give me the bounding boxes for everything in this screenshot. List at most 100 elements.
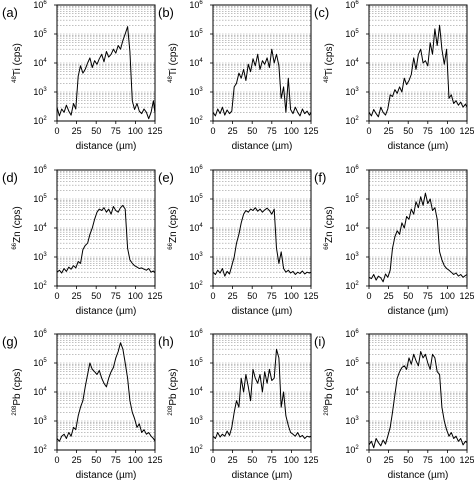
y-tick-exponent: 6 bbox=[43, 165, 47, 171]
series-line bbox=[368, 24, 468, 118]
y-tick-base: 10 bbox=[345, 116, 355, 126]
y-tick-exponent: 6 bbox=[43, 0, 47, 6]
x-tick-label: 25 bbox=[72, 126, 82, 136]
y-tick-base: 10 bbox=[189, 165, 199, 175]
series-line bbox=[56, 26, 156, 120]
x-axis-title: distance (µm) bbox=[232, 306, 293, 317]
y-tick-label: 106 bbox=[345, 329, 359, 339]
y-tick-label: 105 bbox=[345, 194, 359, 204]
y-axis-element: Zn bbox=[324, 231, 335, 243]
y-tick-base: 10 bbox=[345, 29, 355, 39]
x-tick-label: 0 bbox=[210, 126, 215, 136]
y-tick-base: 10 bbox=[189, 223, 199, 233]
y-tick-base: 10 bbox=[33, 387, 43, 397]
x-tick-label: 50 bbox=[247, 126, 257, 136]
y-tick-exponent: 4 bbox=[355, 387, 359, 393]
panel-letter: (a) bbox=[2, 5, 18, 20]
y-tick-label: 106 bbox=[33, 329, 47, 339]
y-tick-label: 104 bbox=[189, 223, 203, 233]
y-axis-element: Pb bbox=[12, 393, 23, 406]
chart-panel-6: 0 25 50 75 100 125102103104105106(f)distance … bbox=[314, 165, 474, 317]
chart-panel-7: 0 25 50 75 100 125102103104105106(g)distance … bbox=[2, 329, 163, 481]
y-tick-base: 10 bbox=[33, 223, 43, 233]
y-axis-title: 66Zn (cps) bbox=[168, 206, 179, 249]
x-tick-label: 100 bbox=[440, 126, 455, 136]
series-line bbox=[212, 207, 312, 277]
y-axis-mass-number: 66 bbox=[324, 242, 330, 249]
y-tick-label: 103 bbox=[345, 87, 359, 97]
x-tick-label: 50 bbox=[403, 291, 413, 301]
x-tick-label: 100 bbox=[284, 291, 299, 301]
x-tick-label: 100 bbox=[128, 291, 143, 301]
x-tick-label: 100 bbox=[128, 455, 143, 465]
y-tick-base: 10 bbox=[33, 194, 43, 204]
y-tick-label: 105 bbox=[33, 358, 47, 368]
y-axis-title: 48Ti (cps) bbox=[12, 43, 23, 83]
x-axis-title: distance (µm) bbox=[388, 141, 449, 152]
y-tick-exponent: 6 bbox=[199, 0, 203, 6]
x-tick-label: 50 bbox=[403, 126, 413, 136]
y-axis-unit: (cps) bbox=[12, 206, 23, 231]
x-tick-label: 75 bbox=[111, 126, 121, 136]
y-tick-label: 102 bbox=[345, 445, 359, 455]
y-tick-label: 104 bbox=[33, 223, 47, 233]
x-tick-label: 75 bbox=[111, 455, 121, 465]
y-axis-title: 66Zn (cps) bbox=[12, 206, 23, 249]
y-tick-base: 10 bbox=[345, 0, 355, 10]
x-tick-label: 25 bbox=[228, 126, 238, 136]
chart-panel-5: 0 25 50 75 100 125102103104105106(e)distance … bbox=[158, 165, 319, 317]
y-axis-mass-number: 208 bbox=[324, 405, 330, 416]
y-tick-exponent: 5 bbox=[355, 358, 359, 364]
y-tick-base: 10 bbox=[345, 223, 355, 233]
y-tick-base: 10 bbox=[33, 29, 43, 39]
x-tick-label: 50 bbox=[91, 291, 101, 301]
y-tick-base: 10 bbox=[189, 0, 199, 10]
y-axis-unit: (cps) bbox=[324, 43, 335, 68]
x-tick-label: 25 bbox=[228, 455, 238, 465]
x-axis-title: distance (µm) bbox=[232, 470, 293, 481]
x-tick-label: 125 bbox=[147, 126, 162, 136]
y-tick-label: 103 bbox=[33, 252, 47, 262]
y-axis-element: Ti bbox=[12, 68, 23, 76]
y-tick-base: 10 bbox=[345, 445, 355, 455]
y-tick-exponent: 6 bbox=[199, 165, 203, 171]
y-tick-label: 102 bbox=[33, 281, 47, 291]
x-axis-title: distance (µm) bbox=[76, 306, 137, 317]
y-tick-exponent: 4 bbox=[355, 223, 359, 229]
x-tick-label: 125 bbox=[303, 455, 318, 465]
y-tick-exponent: 2 bbox=[355, 445, 359, 451]
y-tick-exponent: 5 bbox=[355, 194, 359, 200]
series-line bbox=[212, 48, 312, 117]
y-axis-element: Zn bbox=[12, 231, 23, 243]
y-tick-base: 10 bbox=[33, 416, 43, 426]
x-tick-label: 75 bbox=[267, 126, 277, 136]
y-tick-label: 104 bbox=[33, 387, 47, 397]
y-tick-exponent: 5 bbox=[355, 29, 359, 35]
y-tick-label: 105 bbox=[189, 194, 203, 204]
y-tick-label: 102 bbox=[33, 116, 47, 126]
x-tick-label: 50 bbox=[91, 126, 101, 136]
y-tick-base: 10 bbox=[345, 387, 355, 397]
y-axis-title: 208Pb (cps) bbox=[324, 368, 335, 415]
y-tick-label: 104 bbox=[189, 387, 203, 397]
y-tick-label: 102 bbox=[189, 445, 203, 455]
y-tick-label: 103 bbox=[345, 252, 359, 262]
y-tick-base: 10 bbox=[189, 252, 199, 262]
y-axis-unit: (cps) bbox=[168, 368, 179, 393]
y-tick-label: 106 bbox=[189, 0, 203, 10]
x-tick-label: 75 bbox=[111, 291, 121, 301]
y-tick-base: 10 bbox=[33, 329, 43, 339]
x-tick-label: 25 bbox=[384, 291, 394, 301]
y-tick-exponent: 4 bbox=[199, 58, 203, 64]
y-tick-exponent: 4 bbox=[355, 58, 359, 64]
chart-panel-1: 0 25 50 75 100 125102103104105106(a)distance … bbox=[2, 0, 163, 152]
panel-letter: (h) bbox=[158, 334, 174, 349]
y-tick-exponent: 6 bbox=[199, 329, 203, 335]
y-tick-base: 10 bbox=[33, 116, 43, 126]
y-axis-mass-number: 66 bbox=[12, 242, 18, 249]
y-tick-exponent: 5 bbox=[43, 358, 47, 364]
y-tick-label: 105 bbox=[189, 29, 203, 39]
chart-panel-4: 0 25 50 75 100 125102103104105106(d)distance … bbox=[2, 165, 163, 317]
y-tick-exponent: 2 bbox=[199, 116, 203, 122]
